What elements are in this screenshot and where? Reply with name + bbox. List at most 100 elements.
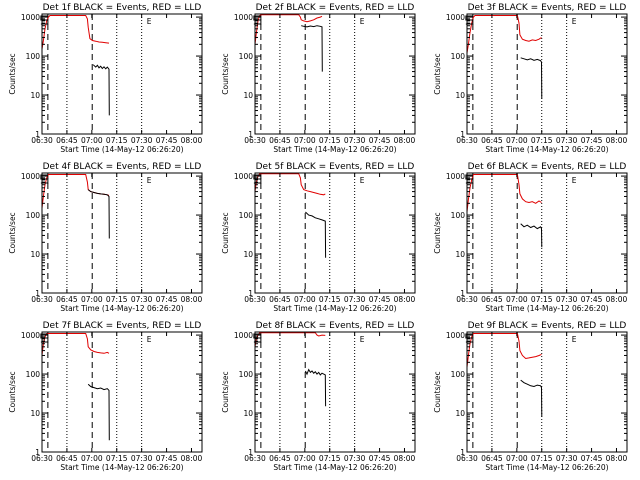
y-axis-label: Counts/sec	[433, 212, 442, 253]
panel-det-5: Det 5f BLACK = Events, RED = LLD E 06:30 06…	[221, 162, 416, 313]
events-series-line	[520, 379, 543, 417]
x-tick-label: 08:00	[394, 136, 416, 145]
x-axis-label: Start Time (14-May-12 06:26:20)	[273, 463, 396, 472]
events-series-line	[87, 383, 110, 441]
lld-series-line	[255, 14, 323, 45]
x-tick-label: 06:30	[456, 136, 478, 145]
x-tick-label: 07:45	[581, 454, 603, 463]
panel-det-8: Det 8f BLACK = Events, RED = LLD E 06:30 06…	[221, 321, 416, 472]
x-tick-label: 06:30	[244, 295, 266, 304]
y-tick-label: 1000	[234, 13, 253, 22]
x-tick-label: 06:30	[31, 295, 53, 304]
x-tick-label: 07:15	[531, 136, 553, 145]
x-tick-label: 06:30	[244, 136, 266, 145]
e-marker: E	[572, 17, 577, 26]
x-tick-label: 07:00	[81, 295, 103, 304]
x-tick-label: 07:00	[81, 454, 103, 463]
x-tick-label: 06:30	[456, 295, 478, 304]
y-tick-label: 1	[35, 130, 40, 139]
x-tick-label: 07:00	[294, 136, 316, 145]
x-axis-label: Start Time (14-May-12 06:26:20)	[273, 304, 396, 313]
y-tick-label: 100	[451, 52, 466, 61]
plot-frame	[41, 172, 203, 294]
x-axis-label: Start Time (14-May-12 06:26:20)	[485, 463, 608, 472]
lld-series-line	[255, 173, 326, 196]
x-tick-label: 08:00	[394, 295, 416, 304]
lld-series-line	[42, 15, 110, 50]
x-tick-label: 07:30	[131, 295, 153, 304]
plot-frame	[254, 331, 416, 453]
x-tick-label: 07:00	[294, 295, 316, 304]
y-tick-label: 100	[239, 52, 254, 61]
lld-series-line	[467, 333, 542, 368]
y-tick-label: 10	[455, 250, 465, 259]
plot-frame	[41, 13, 203, 135]
lld-series-line	[255, 332, 326, 347]
x-tick-label: 07:30	[344, 454, 366, 463]
e-marker: E	[360, 17, 365, 26]
plot-frame	[466, 172, 628, 294]
y-axis-label: Counts/sec	[221, 371, 230, 412]
x-tick-label: 06:45	[269, 295, 291, 304]
x-tick-label: 07:15	[319, 295, 341, 304]
y-tick-label: 100	[26, 52, 41, 61]
y-tick-label: 1000	[446, 13, 465, 22]
y-axis-label: Counts/sec	[433, 371, 442, 412]
x-tick-label: 06:45	[481, 295, 503, 304]
x-tick-label: 07:15	[531, 295, 553, 304]
y-tick-label: 10	[455, 91, 465, 100]
x-tick-label: 07:30	[556, 295, 578, 304]
x-tick-label: 07:30	[131, 136, 153, 145]
x-tick-label: 08:00	[606, 295, 628, 304]
x-tick-label: 07:30	[131, 454, 153, 463]
y-tick-label: 1	[460, 289, 465, 298]
y-tick-label: 1	[248, 289, 253, 298]
panel-title: Det 7f BLACK = Events, RED = LLD	[43, 321, 202, 331]
y-tick-label: 100	[26, 370, 41, 379]
y-tick-label: 1000	[446, 331, 465, 340]
plot-frame	[254, 13, 416, 135]
x-tick-label: 06:45	[56, 454, 78, 463]
y-axis-label: Counts/sec	[221, 53, 230, 94]
y-tick-label: 100	[451, 370, 466, 379]
events-series-line	[520, 223, 543, 248]
x-tick-label: 07:45	[369, 136, 391, 145]
x-tick-label: 07:30	[344, 136, 366, 145]
y-axis-label: Counts/sec	[8, 53, 17, 94]
panel-title: Det 4f BLACK = Events, RED = LLD	[43, 162, 202, 172]
panel-title: Det 9f BLACK = Events, RED = LLD	[468, 321, 627, 331]
panel-title: Det 1f BLACK = Events, RED = LLD	[43, 3, 202, 13]
x-tick-label: 07:15	[319, 454, 341, 463]
panel-title: Det 6f BLACK = Events, RED = LLD	[468, 162, 627, 172]
y-tick-label: 10	[243, 250, 253, 259]
lld-series-line	[467, 174, 542, 213]
y-tick-label: 1000	[234, 172, 253, 181]
e-marker: E	[360, 176, 365, 185]
events-series-line	[304, 368, 327, 407]
y-tick-label: 10	[30, 409, 40, 418]
x-tick-label: 07:00	[506, 295, 528, 304]
x-tick-label: 07:45	[156, 295, 178, 304]
y-axis-label: Counts/sec	[433, 53, 442, 94]
lld-series-line	[42, 174, 110, 209]
panel-det-3: Det 3f BLACK = Events, RED = LLD E 06:30 06…	[433, 3, 628, 154]
e-marker: E	[147, 176, 152, 185]
x-axis-label: Start Time (14-May-12 06:26:20)	[485, 145, 608, 154]
x-tick-label: 07:30	[556, 136, 578, 145]
x-axis-label: Start Time (14-May-12 06:26:20)	[60, 463, 183, 472]
x-tick-label: 08:00	[181, 454, 203, 463]
x-tick-label: 06:45	[56, 295, 78, 304]
y-tick-label: 1	[248, 130, 253, 139]
panel-title: Det 3f BLACK = Events, RED = LLD	[468, 3, 627, 13]
y-tick-label: 10	[243, 409, 253, 418]
x-tick-label: 06:45	[269, 136, 291, 145]
x-tick-label: 06:30	[244, 454, 266, 463]
x-tick-label: 07:15	[319, 136, 341, 145]
x-tick-label: 07:15	[106, 454, 128, 463]
events-series-line	[92, 64, 110, 116]
e-marker: E	[572, 335, 577, 344]
plot-frame	[41, 331, 203, 453]
e-marker: E	[147, 17, 152, 26]
panel-det-4: Det 4f BLACK = Events, RED = LLD E 06:30 06…	[8, 162, 203, 313]
panel-det-2: Det 2f BLACK = Events, RED = LLD E 06:30 06…	[221, 3, 416, 154]
